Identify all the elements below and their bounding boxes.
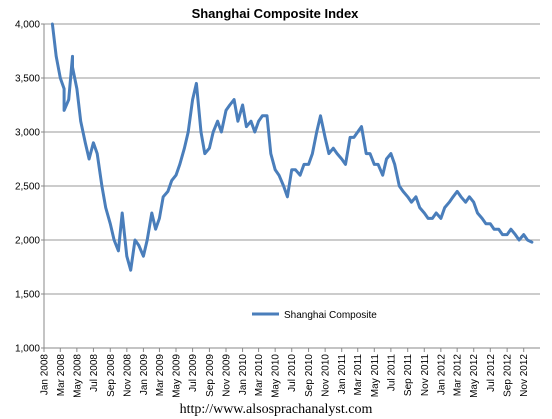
y-axis-ticks: 1,000 1,500 2,000 2,500 3,000 3,500 4,000 <box>15 20 44 355</box>
y-tick-label: 3,000 <box>15 128 40 139</box>
x-tick-label: Jan 2011 <box>337 354 348 395</box>
footer-url[interactable]: http://www.alsosprachanalyst.com <box>180 402 373 417</box>
x-tick-label: May 2008 <box>72 354 83 398</box>
x-tick-label: May 2009 <box>172 354 183 398</box>
x-tick-label: Sep 2009 <box>205 354 216 397</box>
y-tick-label: 2,500 <box>15 182 40 193</box>
x-tick-label: Jan 2009 <box>139 354 150 396</box>
x-tick-label: Mar 2010 <box>254 354 265 397</box>
y-tick-label: 4,000 <box>15 20 40 31</box>
x-axis-ticks: Jan 2008 Mar 2008 May 2008 Jul 2008 Sep 2008… <box>40 348 530 398</box>
chart-title: Shanghai Composite Index <box>192 6 360 21</box>
x-tick-label: Nov 2010 <box>321 354 332 397</box>
x-tick-label: Jul 2009 <box>188 354 199 392</box>
x-tick-label: Sep 2010 <box>304 354 315 397</box>
x-tick-label: Mar 2009 <box>155 354 166 397</box>
x-tick-label: Jul 2008 <box>89 354 100 392</box>
x-tick-label: May 2010 <box>271 354 282 398</box>
y-tick-label: 3,500 <box>15 74 40 85</box>
x-tick-label: Jul 2011 <box>386 354 397 392</box>
x-tick-label: Mar 2012 <box>453 354 464 397</box>
x-tick-label: Mar 2011 <box>353 354 364 396</box>
x-tick-label: May 2012 <box>469 354 480 398</box>
x-tick-label: Mar 2008 <box>56 354 67 397</box>
x-tick-label: Nov 2011 <box>420 354 431 397</box>
series-line-shanghai-composite <box>50 22 534 272</box>
x-tick-label: Nov 2008 <box>122 354 133 397</box>
x-tick-label: Sep 2011 <box>403 354 414 397</box>
x-tick-label: Nov 2009 <box>221 354 232 397</box>
x-tick-label: Sep 2008 <box>106 354 117 397</box>
x-tick-label: Sep 2012 <box>503 354 514 397</box>
legend-label: Shanghai Composite <box>284 310 377 321</box>
x-tick-label: Jul 2012 <box>486 354 497 392</box>
y-tick-label: 1,000 <box>15 344 40 355</box>
x-tick-label: May 2011 <box>370 354 381 398</box>
x-tick-label: Jan 2008 <box>40 354 51 396</box>
x-tick-label: Jan 2012 <box>436 354 447 396</box>
gridlines <box>44 23 540 295</box>
x-tick-label: Jan 2010 <box>238 354 249 396</box>
y-tick-label: 1,500 <box>15 290 40 301</box>
legend: Shanghai Composite <box>252 310 377 321</box>
y-tick-label: 2,000 <box>15 236 40 247</box>
x-tick-label: Jul 2010 <box>287 354 298 392</box>
x-tick-label: Nov 2012 <box>519 354 530 397</box>
